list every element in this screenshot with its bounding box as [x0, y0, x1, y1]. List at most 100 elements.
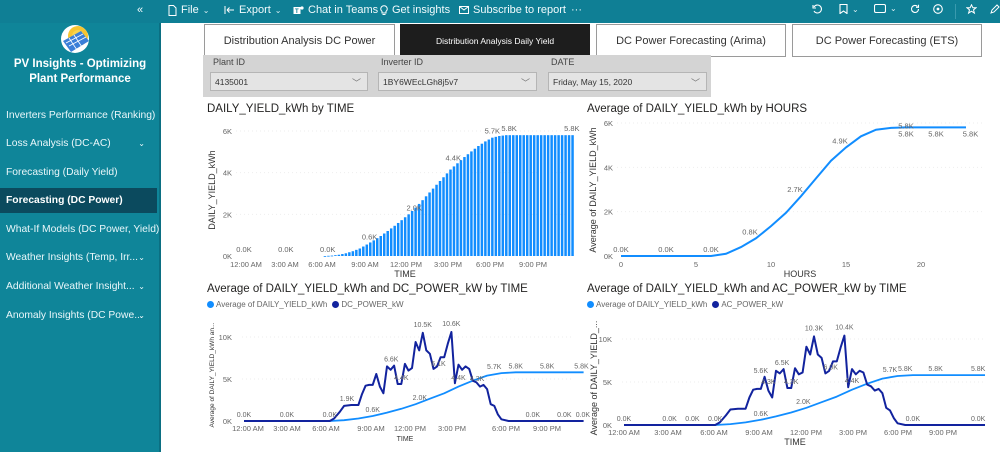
data-label: 2.0K: [406, 203, 421, 212]
collapse-sidebar-button[interactable]: «: [137, 4, 143, 16]
data-label: 6.0K: [824, 364, 839, 371]
bar: [435, 184, 438, 256]
x-tick-label: 9:00 AM: [351, 260, 379, 269]
legend-label[interactable]: AC_POWER_kW: [721, 300, 784, 309]
data-label: 5.8K: [928, 129, 943, 138]
sidebar-item-label: Weather Insights (Temp, Irr...: [6, 252, 138, 263]
sidebar-item-label: Inverters Performance (Ranking): [6, 110, 156, 121]
file-menu-button[interactable]: File ⌄: [168, 4, 209, 16]
bar: [463, 157, 466, 256]
sidebar-item-forecasting-dc-power[interactable]: Forecasting (DC Power): [0, 188, 157, 213]
bar: [470, 151, 473, 256]
bar: [372, 240, 376, 256]
chevron-down-icon[interactable]: ⌄: [138, 253, 145, 262]
brand-title-line1: PV Insights - Optimizing: [13, 58, 147, 70]
bookmark-button[interactable]: ⌄: [839, 4, 859, 14]
y-tick-label: 0K: [223, 417, 232, 426]
date-label: DATE: [551, 57, 575, 67]
sidebar-item-additional-weather-insights[interactable]: Additional Weather Insight... ⌄: [0, 274, 157, 299]
y-axis-title: Average of DAILY_YIELD_...: [589, 321, 599, 436]
tab-distribution-dc-power[interactable]: Distribution Analysis DC Power: [204, 24, 395, 57]
tab-dc-power-forecasting-ets[interactable]: DC Power Forecasting (ETS): [792, 24, 982, 57]
bar: [393, 225, 396, 256]
subscribe-button[interactable]: Subscribe to report: [459, 4, 566, 16]
data-label: 5.7K: [487, 364, 502, 371]
edit-icon: [990, 4, 1000, 14]
x-axis-title: TIME: [397, 436, 414, 443]
refresh-button[interactable]: [910, 4, 920, 14]
bar: [358, 248, 362, 256]
bar: [407, 214, 410, 256]
chevron-down-icon[interactable]: ⌄: [138, 311, 145, 320]
bar: [512, 135, 515, 256]
x-tick-label: 3:00 PM: [434, 260, 462, 269]
bar: [382, 233, 386, 256]
data-label: 0.0K: [237, 412, 252, 419]
get-insights-button[interactable]: Get insights: [380, 4, 450, 16]
date-dropdown[interactable]: Friday, May 15, 2020 ﹀: [548, 72, 707, 91]
edit-button[interactable]: [990, 4, 1000, 14]
tab-dc-power-forecasting-arima[interactable]: DC Power Forecasting (Arima): [596, 24, 786, 57]
y-tick-label: 6K: [223, 127, 232, 136]
y-tick-label: 0K: [604, 252, 613, 261]
data-label: 5.7K: [883, 367, 898, 374]
sidebar-item-anomaly-insights[interactable]: Anomaly Insights (DC Powe... ⌄: [0, 303, 157, 328]
y-axis-title: Average of DAILY_YIELD_kWh: [588, 127, 598, 252]
favorite-button[interactable]: [966, 4, 977, 15]
bar: [539, 135, 543, 256]
legend-label[interactable]: DC_POWER_kW: [341, 300, 404, 309]
bar: [456, 163, 459, 256]
data-label: 5.8K: [898, 121, 913, 130]
comment-button[interactable]: [933, 4, 943, 14]
data-label: 5.8K: [928, 366, 943, 373]
sidebar-item-what-if-models[interactable]: What-If Models (DC Power, Yield): [0, 217, 159, 242]
x-tick-label: 0: [619, 260, 623, 269]
data-label: 5.8K: [501, 124, 516, 133]
bar: [344, 253, 348, 256]
bar: [396, 222, 400, 256]
data-label: 5.8K: [564, 124, 579, 133]
tab-distribution-daily-yield[interactable]: Distribution Analysis Daily Yield: [400, 24, 590, 57]
x-tick-label: 9:00 AM: [357, 424, 385, 433]
series-line-daily-yield: [621, 126, 966, 257]
x-tick-label: 3:00 AM: [271, 260, 299, 269]
sidebar-item-loss-analysis[interactable]: Loss Analysis (DC-AC) ⌄: [0, 131, 157, 156]
data-label: 6.6K: [384, 357, 399, 364]
data-label: 0.0K: [278, 245, 293, 254]
bar: [369, 242, 372, 256]
chat-in-teams-button[interactable]: T Chat in Teams: [293, 4, 378, 16]
bar: [400, 220, 403, 256]
y-tick-label: 0K: [223, 252, 232, 261]
x-tick-label: 3:00 PM: [438, 424, 466, 433]
bar: [428, 192, 431, 256]
reset-button[interactable]: [812, 4, 822, 14]
data-label: 2.0K: [413, 395, 428, 402]
sidebar-item-inverters-performance[interactable]: Inverters Performance (Ranking): [0, 103, 157, 128]
x-tick-label: 15: [842, 260, 850, 269]
data-label: 0.0K: [906, 416, 921, 423]
view-button[interactable]: ⌄: [874, 4, 897, 13]
plant-id-dropdown[interactable]: 4135001 ﹀: [210, 72, 368, 91]
legend-label[interactable]: Average of DAILY_YIELD_kWh: [216, 300, 328, 309]
data-label: 4.3K: [784, 379, 799, 386]
sidebar-item-forecasting-daily-yield[interactable]: Forecasting (Daily Yield): [0, 160, 157, 185]
file-label: File: [181, 4, 199, 16]
bar: [466, 154, 470, 256]
more-options-button[interactable]: ···: [571, 4, 582, 16]
bar: [543, 135, 546, 256]
bar: [553, 135, 557, 256]
chevron-down-icon: ﹀: [520, 78, 530, 88]
chevron-down-icon[interactable]: ⌄: [138, 282, 145, 291]
favorite-icon: [966, 4, 977, 15]
inverter-id-dropdown[interactable]: 1BY6WEcLGh8j5v7 ﹀: [378, 72, 537, 91]
chevron-down-icon[interactable]: ⌄: [138, 139, 145, 148]
legend-label[interactable]: Average of DAILY_YIELD_kWh: [596, 300, 708, 309]
export-menu-button[interactable]: Export ⌄: [224, 4, 282, 16]
legend-dot-daily-yield: [587, 301, 594, 308]
y-tick-label: 5K: [223, 375, 232, 384]
sidebar-item-weather-insights[interactable]: Weather Insights (Temp, Irr... ⌄: [0, 245, 157, 270]
bookmark-icon: [839, 4, 848, 14]
legend-dot-ac-power: [712, 301, 720, 308]
tab-label: DC Power Forecasting (ETS): [815, 34, 959, 47]
data-label: 0.0K: [557, 412, 572, 419]
